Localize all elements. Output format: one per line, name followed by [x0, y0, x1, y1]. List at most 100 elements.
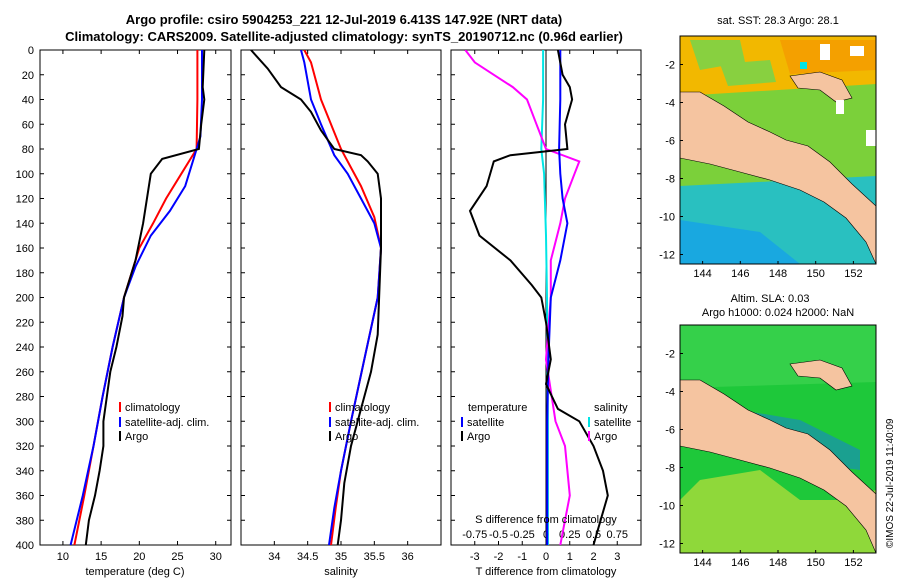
- depth-tick-label: 120: [16, 194, 34, 206]
- depth-tick-label: 80: [22, 144, 34, 156]
- temperature-x-tick-label: 15: [95, 551, 107, 563]
- salinity-x-tick-label: 34.5: [297, 551, 318, 563]
- depth-tick-label: 200: [16, 293, 34, 305]
- difference-top-tick-label: -0.25: [510, 529, 535, 541]
- map-lon-label: 148: [769, 557, 787, 569]
- depth-tick-label: 220: [16, 317, 34, 329]
- depth-tick-label: 100: [16, 169, 34, 181]
- legend-label-argo: Argo: [335, 431, 358, 443]
- legend-title-salinity: salinity: [594, 402, 628, 414]
- diff-salinity-argo-line-group: [464, 50, 581, 545]
- salinity-argo-line-group: [250, 50, 382, 545]
- diff-salinity-argo-line: [464, 50, 581, 545]
- difference-x-tick-label: 0: [543, 551, 549, 563]
- difference-top-tick-label: 0.5: [586, 529, 601, 541]
- legend-label-satellite: satellite-adj. clim.: [125, 417, 209, 429]
- difference-top-tick-label: 0.75: [607, 529, 628, 541]
- depth-tick-label: 140: [16, 218, 34, 230]
- map-lat-label: -2: [665, 349, 675, 361]
- sst-map-land-new-guinea: [680, 91, 876, 264]
- map-lon-label: 148: [769, 268, 787, 280]
- difference-x-tick-label: -3: [470, 551, 480, 563]
- temperature-climatology-line: [73, 50, 199, 545]
- sla-map-yellow-patch: [680, 470, 876, 553]
- temperature-x-tick-label: 20: [133, 551, 145, 563]
- map-lat-label: -10: [659, 212, 675, 224]
- diff-temperature-argo-line-group: [468, 50, 609, 545]
- difference-top-tick-label: 0.25: [559, 529, 580, 541]
- sst-map-title: sat. SST: 28.3 Argo: 28.1: [717, 15, 839, 27]
- depth-tick-label: 0: [28, 45, 34, 57]
- depth-tick-label: 320: [16, 441, 34, 453]
- map-lat-label: -2: [665, 60, 675, 72]
- salinity-climatology-line: [303, 50, 383, 545]
- map-lat-label: -8: [665, 463, 675, 475]
- temperature-plot-frame: [39, 49, 232, 546]
- temperature-legend: climatology satellite-adj. clim. Argo: [119, 402, 209, 443]
- temperature-argo-line-group: [84, 50, 206, 545]
- sst-map: [680, 36, 876, 264]
- map-lat-label: -4: [665, 98, 675, 110]
- map-lon-label: 150: [807, 268, 825, 280]
- map-lon-label: 150: [807, 557, 825, 569]
- depth-tick-label: 60: [22, 119, 34, 131]
- temperature-climatology-line-group: [73, 50, 199, 545]
- map-lat-label: -6: [665, 425, 675, 437]
- sla-map-land-new-guinea: [680, 379, 876, 553]
- sla-map-ticks: -2 -4 -6 -8 -10 -12 144 146 148 150 152: [659, 349, 862, 570]
- map-lon-label: 146: [731, 268, 749, 280]
- imos-credit: ©IMOS 22-Jul-2019 11:40:09: [885, 418, 896, 548]
- difference-legend: temperature satellite Argo salinity sate…: [461, 402, 631, 443]
- temperature-satellite-line: [69, 50, 203, 545]
- map-lon-label: 146: [731, 557, 749, 569]
- sst-map-cloud-gap: [866, 130, 876, 146]
- sst-map-ticks: -2 -4 -6 -8 -10 -12 144 146 148 150 152: [659, 60, 862, 281]
- sst-map-cloud-gap: [850, 46, 864, 56]
- map-lat-label: -12: [659, 250, 675, 262]
- depth-tick-label: 180: [16, 268, 34, 280]
- map-lon-label: 152: [844, 557, 862, 569]
- salinity-climatology-line-group: [303, 50, 383, 545]
- legend-label-s-satellite: satellite: [594, 417, 631, 429]
- legend-label-t-argo: Argo: [467, 431, 490, 443]
- temperature-x-tick-label: 25: [171, 551, 183, 563]
- map-lat-label: -8: [665, 174, 675, 186]
- depth-tick-label: 400: [16, 540, 34, 552]
- diff-temperature-satellite-line-group: [546, 50, 569, 545]
- depth-tick-label: 300: [16, 416, 34, 428]
- depth-tick-label: 280: [16, 392, 34, 404]
- sla-map-land-new-britain: [789, 359, 853, 391]
- salinity-x-tick-label: 35.5: [364, 551, 385, 563]
- sla-map: [680, 325, 876, 553]
- difference-top-axis-label: S difference from climatology: [475, 514, 617, 526]
- legend-label-climatology: climatology: [125, 402, 181, 414]
- salinity-argo-line: [250, 50, 382, 545]
- depth-tick-label: 160: [16, 243, 34, 255]
- salinity-x-tick-label: 36: [402, 551, 414, 563]
- salinity-x-tick-label: 35: [335, 551, 347, 563]
- legend-label-satellite: satellite-adj. clim.: [335, 417, 419, 429]
- diff-temperature-argo-line: [468, 50, 609, 545]
- difference-x-tick-label: -1: [517, 551, 527, 563]
- depth-tick-label: 240: [16, 342, 34, 354]
- diff-temperature-satellite-line: [546, 50, 569, 545]
- map-lon-label: 152: [844, 268, 862, 280]
- temperature-x-tick-label: 30: [210, 551, 222, 563]
- salinity-x-tick-label: 34: [268, 551, 280, 563]
- sst-map-cloud-gap: [820, 44, 830, 60]
- map-lat-label: -10: [659, 501, 675, 513]
- map-lon-label: 144: [693, 268, 711, 280]
- difference-x-tick-label: 1: [567, 551, 573, 563]
- salinity-satellite-line: [300, 50, 383, 545]
- main-title-line1: Argo profile: csiro 5904253_221 12-Jul-2…: [126, 12, 562, 27]
- temperature-x-axis-label: temperature (deg C): [85, 566, 184, 578]
- depth-tick-label: 340: [16, 466, 34, 478]
- salinity-x-axis-label: salinity: [324, 566, 358, 578]
- map-lon-label: 144: [693, 557, 711, 569]
- legend-label-s-argo: Argo: [594, 431, 617, 443]
- map-lat-label: -4: [665, 387, 675, 399]
- difference-x-tick-label: 3: [614, 551, 620, 563]
- sst-map-argo-position: [800, 62, 807, 69]
- sla-map-title-line2: Argo h1000: 0.024 h2000: NaN: [702, 307, 854, 319]
